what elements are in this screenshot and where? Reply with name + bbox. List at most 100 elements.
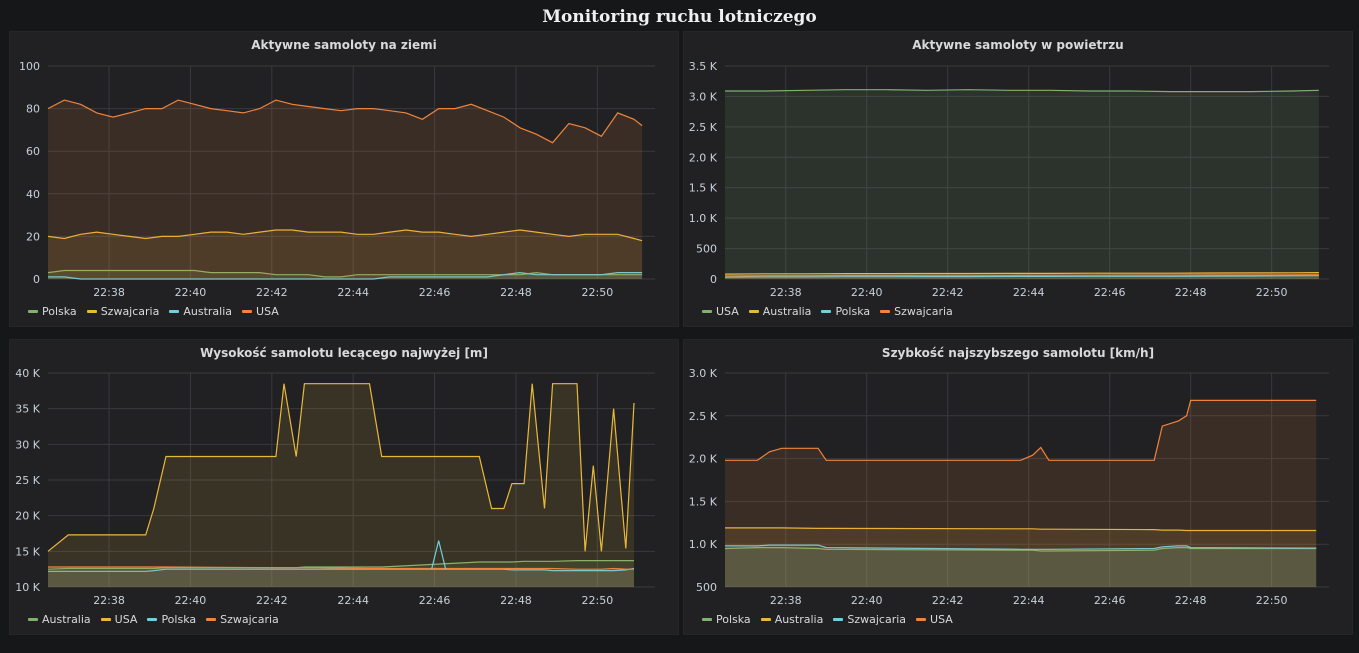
x-tick-label: 22:50 [582,594,614,607]
legend-label: Polska [161,613,197,626]
dashboard-title: Monitoring ruchu lotniczego [542,7,817,27]
y-tick-label: 2.0 K [689,151,718,164]
series-line-usa [725,399,1317,461]
legend-item-polska[interactable]: Polska [28,305,77,318]
x-tick-label: 22:50 [1256,594,1288,607]
y-tick-label: 25 K [15,474,40,487]
x-tick-label: 22:42 [256,594,288,607]
y-tick-label: 3.0 K [689,367,718,380]
legend-label: Polska [42,305,77,318]
series-area-usa [48,383,634,587]
legend-item-australia[interactable]: Australia [169,305,232,318]
y-tick-label: 0 [710,273,717,286]
legend-item-polska[interactable]: Polska [821,305,870,318]
legend-swatch [100,618,111,621]
legend-item-szwajcaria[interactable]: Szwajcaria [86,305,160,318]
panel-title[interactable]: Szybkość najszybszego samolotu [km/h] [881,346,1155,360]
y-tick-label: 15 K [15,545,40,558]
y-tick-label: 0 [33,273,40,286]
legend: Australia USA Polska Szwajcaria [28,613,279,626]
panel-title[interactable]: Aktywne samoloty w powietrzu [912,38,1124,52]
x-tick-label: 22:44 [1013,594,1045,607]
legend-label: USA [256,305,279,318]
series-line-australia [48,271,643,280]
x-tick-label: 22:44 [337,594,369,607]
chart-highest-altitude: 10 K 15 K 20 K 25 K 30 K 35 K 40 K 22:38 22:40 22… [15,367,655,607]
legend-item-polska[interactable]: Polska [702,613,751,626]
legend-item-usa[interactable]: USA [242,305,279,318]
series-line-usa [725,89,1319,93]
legend-item-usa[interactable]: USA [916,613,953,626]
legend-label: Szwajcaria [847,613,907,626]
legend-item-usa[interactable]: USA [100,613,137,626]
x-tick-label: 22:48 [500,286,532,299]
legend-swatch [916,618,927,621]
series-area-australia [48,272,643,279]
legend-swatch [86,310,97,313]
series-line-polska [724,275,1319,278]
series-area-szwajcaria [725,545,1317,587]
x-tick-label: 22:38 [770,286,802,299]
legend-swatch [760,618,771,621]
y-tick-label: 1.5 K [689,182,718,195]
legend-item-australia[interactable]: Australia [760,613,824,626]
y-tick-label: 1.0 K [689,212,718,225]
y-tick-label: 30 K [15,438,40,451]
y-tick-label: 40 [26,188,40,201]
series-area-usa [725,89,1319,279]
y-tick-label: 2.5 K [689,121,718,134]
legend-label: Szwajcaria [100,305,160,318]
panel-airborne-aircraft: Aktywne samoloty w powietrzu 0 500 1.0 K 1.… [683,31,1353,327]
y-tick-label: 500 [696,243,717,256]
legend-swatch [242,310,253,313]
chart-ground-aircraft: 0 20 40 60 80 100 22:38 22:40 22:42 22:44 22:46 22:… [19,60,655,299]
series-line-australia [724,272,1319,275]
legend-item-szwajcaria[interactable]: Szwajcaria [833,613,906,626]
y-tick-label: 35 K [15,403,40,416]
legend-swatch [702,618,712,621]
panel-ground-aircraft: Aktywne samoloty na ziemi 0 20 40 60 80 100 22… [9,31,679,327]
legend-swatch [28,618,38,621]
x-tick-label: 22:48 [500,594,532,607]
series-area-usa [48,100,643,279]
panel-title[interactable]: Wysokość samolotu lecącego najwyżej [m] [200,346,488,360]
legend-label: Szwajcaria [894,305,953,318]
series-line-szwajcaria [48,566,634,570]
y-tick-label: 500 [696,581,717,594]
legend-item-szwajcaria[interactable]: Szwajcaria [880,305,953,318]
y-tick-label: 20 [26,230,40,243]
legend-label: Polska [835,305,871,318]
legend-label: Australia [774,613,824,626]
panel-title[interactable]: Aktywne samoloty na ziemi [251,38,437,52]
legend-item-australia[interactable]: Australia [28,613,91,626]
x-tick-label: 22:38 [93,594,125,607]
series-line-polska [48,567,635,572]
y-tick-label: 2.0 K [689,453,718,466]
x-tick-label: 22:44 [1013,286,1045,299]
legend: Polska Australia Szwajcaria USA [702,613,953,626]
legend: Polska Szwajcaria Australia USA [28,305,279,318]
y-tick-label: 100 [19,60,40,73]
x-tick-label: 22:42 [932,594,964,607]
y-tick-label: 60 [26,145,40,158]
legend-item-australia[interactable]: Australia [748,305,811,318]
x-tick-label: 22:46 [1094,286,1126,299]
legend-swatch [147,618,158,621]
series-line-usa [47,383,635,552]
y-tick-label: 80 [26,103,40,116]
x-tick-label: 22:40 [851,286,883,299]
legend-label: Polska [716,613,751,626]
legend-item-usa[interactable]: USA [702,305,739,318]
series-area-polska [48,568,634,587]
x-tick-label: 22:44 [337,286,369,299]
chart-airborne-aircraft: 0 500 1.0 K 1.5 K 2.0 K 2.5 K 3.0 K 3.5 K 22:38 2… [689,60,1329,299]
y-tick-label: 10 K [15,581,40,594]
series-area-szwajcaria [48,567,634,587]
series-line-usa [47,99,643,144]
legend-item-polska[interactable]: Polska [147,613,196,626]
legend-swatch [206,618,217,621]
legend-item-szwajcaria[interactable]: Szwajcaria [206,613,279,626]
legend-label: Szwajcaria [220,613,279,626]
y-tick-label: 2.5 K [689,410,718,423]
legend-swatch [821,310,832,313]
